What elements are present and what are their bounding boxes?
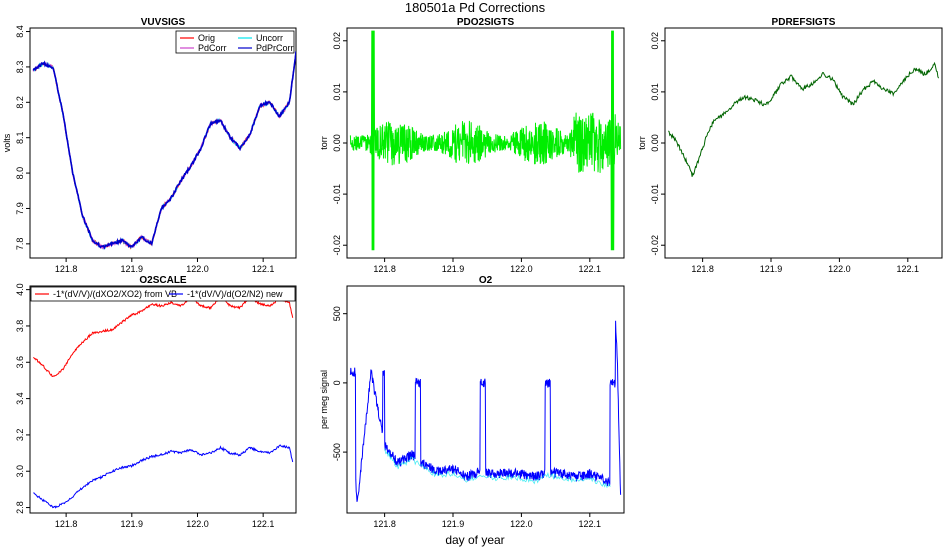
o2scale-legend-box — [30, 286, 296, 302]
vuvsigs-xtick-label: 122.1 — [252, 264, 275, 274]
vuvsigs-xtick-label: 121.8 — [55, 264, 78, 274]
o2-ytick-label: 0 — [332, 380, 342, 385]
o2-xtick-label: 122.0 — [510, 519, 533, 529]
o2-ytick-label: -500 — [332, 443, 342, 461]
pdo2sigts-ytick-label: 0.01 — [332, 83, 342, 101]
panel-pdo2sigts: PDO2SIGTS 121.8 121.9 122.0 122.1 -0.02 -0.01 0… — [319, 17, 625, 274]
panel-vuvsigs: VUVSIGS 121.8 121.9 122.0 122.1 7.8 7.9 8.0 8.1 8… — [2, 17, 297, 274]
o2scale-ytick-label: 3.6 — [15, 356, 25, 369]
vuvsigs-ylabel: volts — [2, 133, 12, 152]
o2scale-xtick-label: 122.0 — [186, 519, 209, 529]
o2-xtick-label: 121.8 — [373, 519, 396, 529]
pdo2sigts-ytick-label: -0.02 — [332, 235, 342, 256]
pdo2sigts-title: PDO2SIGTS — [457, 17, 515, 28]
vuvsigs-ytick-label: 7.8 — [15, 238, 25, 251]
vuvsigs-ytick-label: 8.4 — [15, 25, 25, 38]
vuvsigs-series-line-pdcorr — [32, 54, 296, 250]
o2scale-ytick-label: 4.0 — [15, 283, 25, 296]
pdrefsigts-ylabel: torr — [637, 136, 647, 150]
pdrefsigts-title: PDREFSIGTS — [772, 17, 836, 28]
pdrefsigts-xtick-label: 121.9 — [760, 264, 783, 274]
pdo2sigts-xtick-label: 122.0 — [510, 264, 533, 274]
o2-plot-frame — [346, 285, 625, 514]
o2-xtick-label: 122.1 — [579, 519, 602, 529]
o2scale-legend-label: -1*(dV/V)/(dXO2/XO2) from VB — [53, 289, 177, 299]
vuvsigs-xtick-label: 122.0 — [186, 264, 209, 274]
pdrefsigts-ytick-label: 0.00 — [650, 134, 660, 152]
o2scale-ytick-label: 3.4 — [15, 392, 25, 405]
vuvsigs-series-line-orig — [32, 52, 296, 250]
o2scale-ytick-label: 3.2 — [15, 429, 25, 442]
vuvsigs-series-line-pdprcorr — [32, 51, 296, 250]
vuvsigs-ytick-label: 8.0 — [15, 167, 25, 180]
pdo2sigts-ytick-label: 0.00 — [332, 134, 342, 152]
pdo2sigts-ylabel: torr — [319, 136, 329, 150]
o2-xtick-label: 121.9 — [442, 519, 465, 529]
vuvsigs-xtick-label: 121.9 — [121, 264, 144, 274]
pdrefsigts-ytick-label: -0.02 — [650, 235, 660, 256]
o2scale-xtick-label: 121.9 — [121, 519, 144, 529]
vuvsigs-plot-frame — [29, 27, 297, 259]
o2-ylabel: per meg signal — [319, 370, 329, 429]
pdrefsigts-ytick-label: -0.01 — [650, 184, 660, 205]
vuvsigs-title: VUVSIGS — [141, 17, 186, 28]
o2scale-title: O2SCALE — [139, 275, 187, 286]
o2scale-ytick-label: 2.8 — [15, 501, 25, 514]
pdrefsigts-xtick-label: 122.0 — [828, 264, 851, 274]
o2scale-xtick-label: 121.8 — [55, 519, 78, 529]
vuvsigs-ytick-label: 8.2 — [15, 96, 25, 109]
o2scale-legend-label: -1*(dV/V)/d(O2/N2) new — [187, 289, 283, 299]
o2scale-ytick-label: 3.8 — [15, 320, 25, 333]
vuvsigs-legend-label: PdCorr — [198, 43, 227, 53]
vuvsigs-ytick-label: 7.9 — [15, 202, 25, 215]
pdrefsigts-xtick-label: 121.8 — [691, 264, 714, 274]
pdrefsigts-ytick-label: 0.01 — [650, 83, 660, 101]
vuvsigs-legend-label: Uncorr — [256, 33, 283, 43]
o2-ytick-label: 500 — [332, 306, 342, 321]
panel-pdrefsigts: PDREFSIGTS 121.8 121.9 122.0 122.1 -0.02 -0.01… — [637, 17, 943, 274]
o2scale-series-line-o2scale_new — [33, 444, 294, 509]
vuvsigs-legend-label: PdPrCorr — [256, 43, 294, 53]
pdrefsigts-plot-frame — [664, 27, 943, 259]
pdo2sigts-xtick-label: 121.8 — [373, 264, 396, 274]
pdrefsigts-ytick-label: 0.02 — [650, 32, 660, 50]
pdo2sigts-xtick-label: 122.1 — [579, 264, 602, 274]
pdo2sigts-ytick-label: -0.01 — [332, 184, 342, 205]
o2scale-series-line-o2scale_vb — [33, 295, 294, 378]
o2scale-ytick-label: 3.0 — [15, 465, 25, 478]
o2-title: O2 — [479, 275, 493, 286]
o2scale-xtick-label: 122.1 — [252, 519, 275, 529]
pdo2sigts-xtick-label: 121.9 — [442, 264, 465, 274]
figure-title: 180501a Pd Corrections — [405, 0, 546, 15]
panel-o2: O2 121.8 121.9 122.0 122.1 -500 0 500 per meg si… — [319, 275, 625, 529]
vuvsigs-ytick-label: 8.1 — [15, 131, 25, 144]
panel-o2scale: O2SCALE 121.8 121.9 122.0 122.1 2.8 3.0 3.2 3.4 3… — [15, 275, 297, 529]
vuvsigs-legend-label: Orig — [198, 33, 215, 43]
vuvsigs-series-line-uncorr — [32, 51, 296, 251]
vuvsigs-ytick-label: 8.3 — [15, 61, 25, 74]
o2-series-line-o2_main — [349, 320, 622, 502]
figure-xlabel: day of year — [445, 533, 504, 547]
o2scale-plot-frame — [29, 285, 297, 514]
pdrefsigts-series-line-pdref — [668, 61, 940, 177]
o2-alt-line — [384, 448, 611, 488]
pdo2sigts-ytick-label: 0.02 — [332, 32, 342, 50]
pdrefsigts-xtick-label: 122.1 — [897, 264, 920, 274]
pdo2sigts-series-line-pdo2 — [349, 30, 622, 251]
vuvsigs-legend-box — [175, 30, 295, 54]
